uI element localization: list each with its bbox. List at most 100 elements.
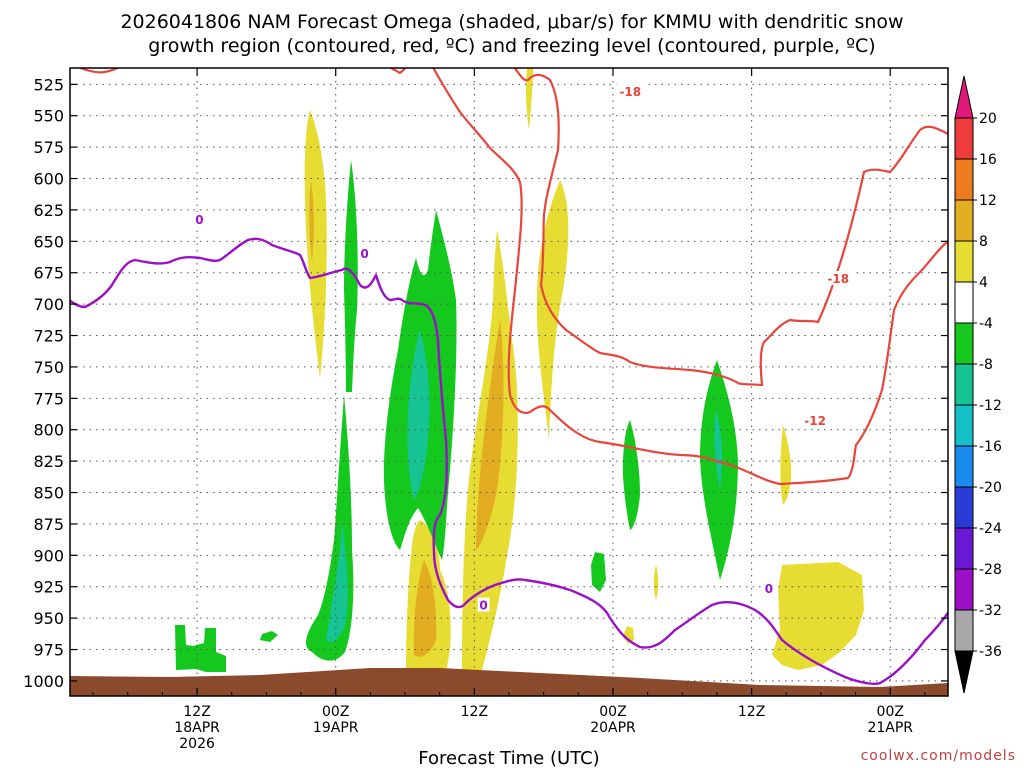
- dgz-contours: [77, 68, 948, 486]
- chart-title-line2: growth region (contoured, red, ºC) and f…: [148, 35, 875, 57]
- omega-area-yellow-3: [536, 180, 569, 440]
- y-tick-label: 625: [33, 201, 64, 220]
- x-tick-label: 00Z: [599, 704, 626, 720]
- colorbar-segment: [954, 404, 974, 447]
- y-tick-label: 525: [33, 75, 64, 94]
- y-tick-label: 775: [33, 389, 64, 408]
- omega-area-orange-2: [476, 320, 504, 550]
- omega-area-yellow-1: [304, 110, 327, 378]
- y-tick-label: 875: [33, 515, 64, 534]
- y-tick-label: 925: [33, 578, 64, 597]
- y-tick-label: 575: [33, 138, 64, 157]
- contour-label-bg: [477, 597, 490, 612]
- colorbar-tick-label: 12: [979, 193, 997, 209]
- omega-area-green-5: [622, 420, 640, 530]
- colorbar: 20 16 12 8 4 -4 -8 -12 -16 -20 -24 -28 -32 -36: [954, 75, 1002, 694]
- colorbar-tick-label: -36: [979, 644, 1002, 660]
- plot-area: -18 -18 -12 0 0 0 0: [70, 68, 948, 696]
- contour-label-bg: [801, 412, 830, 427]
- colorbar-tick-label: 16: [979, 152, 997, 168]
- x-tick-label: 21APR: [867, 720, 913, 736]
- omega-area-orange-3: [413, 560, 437, 657]
- credit-text: coolwx.com/models: [861, 748, 1016, 764]
- y-tick-label: 600: [33, 170, 64, 189]
- x-tick-label: 12Z: [461, 704, 488, 720]
- colorbar-tick-label: -4: [979, 316, 993, 332]
- contour-label: -18: [619, 85, 641, 99]
- omega-area-teal-2: [407, 330, 430, 500]
- omega-area-green-8: [260, 631, 278, 642]
- dgz-contour-minus18-lower: [513, 68, 948, 387]
- x-tick-label: 12Z: [183, 704, 210, 720]
- colorbar-tick-label: 8: [979, 234, 988, 250]
- contour-label-bg: [193, 211, 206, 226]
- colorbar-tick-label: -28: [979, 562, 1002, 578]
- x-tick-label: 2026: [179, 736, 215, 752]
- colorbar-top-arrow: [954, 75, 974, 119]
- x-tick-label: 00Z: [322, 704, 349, 720]
- y-tick-label: 650: [33, 232, 64, 251]
- x-tick-label: 12Z: [738, 704, 765, 720]
- y-tick-label: 750: [33, 358, 64, 377]
- contour-label: 0: [360, 247, 368, 261]
- omega-area-green-7: [175, 625, 226, 672]
- contour-label-bg: [616, 83, 645, 98]
- colorbar-tick-label: 4: [979, 275, 988, 291]
- colorbar-tick-label: -32: [979, 603, 1002, 619]
- dgz-contour-left: [77, 68, 120, 74]
- contour-label: -12: [804, 414, 826, 428]
- y-tick-label: 725: [33, 327, 64, 346]
- colorbar-tick-label: -20: [979, 480, 1002, 496]
- colorbar-segment: [954, 158, 974, 201]
- colorbar-tick-label: -16: [979, 439, 1002, 455]
- omega-area-green-1: [344, 160, 358, 392]
- dgz-contour-minus18-upper: [388, 68, 948, 486]
- freezing-level-contour: [70, 237, 948, 685]
- colorbar-segment: [954, 240, 974, 283]
- x-tick-label: 00Z: [877, 704, 904, 720]
- omega-area-yellow-6: [772, 562, 864, 670]
- colorbar-segment: [954, 322, 974, 365]
- colorbar-segment: [954, 281, 974, 324]
- colorbar-segment: [954, 363, 974, 406]
- colorbar-bottom-arrow: [954, 650, 974, 694]
- chart-title-line1: 2026041806 NAM Forecast Omega (shaded, μ…: [120, 11, 903, 33]
- colorbar-segment: [954, 445, 974, 488]
- y-tick-label: 550: [33, 107, 64, 126]
- contour-label: 0: [479, 599, 487, 613]
- omega-area-yellow-9: [623, 626, 634, 644]
- omega-area-yellow-8: [653, 565, 659, 600]
- colorbar-segment: [954, 609, 974, 652]
- contour-label: 0: [765, 582, 773, 596]
- contour-labels: -18 -18 -12 0 0 0 0: [193, 83, 853, 613]
- colorbar-tick-label: -12: [979, 398, 1002, 414]
- y-tick-label: 900: [33, 546, 64, 565]
- omega-area-yellow-2: [525, 68, 533, 130]
- colorbar-segment: [954, 527, 974, 570]
- x-tick-label: 19APR: [313, 720, 359, 736]
- y-tick-label: 850: [33, 484, 64, 503]
- colorbar-segment: [954, 117, 974, 160]
- contour-label-bg: [824, 271, 853, 286]
- y-tick-label: 825: [33, 452, 64, 471]
- x-tick-label: 18APR: [174, 720, 220, 736]
- ground-surface: [70, 668, 948, 696]
- y-tick-label: 700: [33, 295, 64, 314]
- colorbar-segment: [954, 486, 974, 529]
- y-tick-label: 975: [33, 641, 64, 660]
- colorbar-tick-label: 20: [979, 111, 997, 127]
- contour-label: -18: [827, 272, 849, 286]
- x-tick-label: 20APR: [590, 720, 636, 736]
- y-tick-label: 1000: [23, 672, 64, 691]
- contour-label-bg: [762, 581, 775, 596]
- contour-label: 0: [195, 213, 203, 227]
- colorbar-tick-label: -8: [979, 357, 993, 373]
- y-tick-label: 675: [33, 264, 64, 283]
- omega-shading: [175, 68, 864, 672]
- contour-label-bg: [358, 245, 371, 260]
- colorbar-segment: [954, 199, 974, 242]
- y-tick-label: 950: [33, 609, 64, 628]
- colorbar-tick-label: -24: [979, 521, 1002, 537]
